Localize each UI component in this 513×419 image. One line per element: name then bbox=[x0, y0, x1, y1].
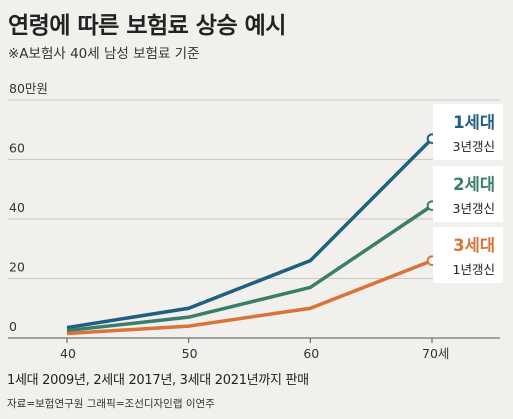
y-tick-label: 60 bbox=[9, 141, 25, 156]
series-line bbox=[66, 259, 433, 336]
x-tick-label: 50 bbox=[182, 346, 198, 361]
y-tick-label: 20 bbox=[9, 260, 25, 275]
series-lines bbox=[66, 133, 438, 336]
x-tick-label: 40 bbox=[60, 346, 76, 361]
series-label-box: 2세대 3년갱신 bbox=[433, 166, 503, 222]
series-line bbox=[66, 137, 434, 330]
series-labels: 1세대 3년갱신 2세대 3년갱신 3세대 1년갱신 bbox=[433, 104, 503, 283]
label-box-background bbox=[433, 166, 503, 222]
label-box-background bbox=[433, 227, 503, 283]
x-tick-label: 60 bbox=[303, 346, 319, 361]
chart-title: 연령에 따른 보험료 상승 예시 bbox=[8, 13, 286, 39]
series-line bbox=[66, 204, 433, 333]
grid-lines bbox=[8, 99, 500, 339]
y-axis-ticks: 0 20 40 60 80만원 bbox=[9, 81, 48, 334]
y-tick-label: 40 bbox=[9, 200, 25, 215]
series-label-box: 1세대 3년갱신 bbox=[433, 104, 503, 160]
label-box-background bbox=[433, 104, 503, 160]
series-renewal-label: 1년갱신 bbox=[453, 262, 495, 277]
series-renewal-label: 3년갱신 bbox=[453, 139, 495, 154]
series-label-box: 3세대 1년갱신 bbox=[433, 227, 503, 283]
chart-subtitle: ※A보험사 40세 남성 보험료 기준 bbox=[8, 46, 200, 62]
y-tick-label: 0 bbox=[9, 319, 17, 334]
y-tick-label: 80만원 bbox=[9, 81, 48, 96]
x-tick-label: 70세 bbox=[422, 346, 449, 361]
series-name-label: 3세대 bbox=[453, 236, 495, 255]
source-credit: 자료=보험연구원 그래픽=조선디자인랩 이연주 bbox=[7, 398, 215, 410]
series-name-label: 2세대 bbox=[453, 175, 495, 194]
x-axis-ticks: 40 50 60 70세 bbox=[60, 338, 449, 361]
series-renewal-label: 3년갱신 bbox=[453, 201, 495, 216]
sales-period-note: 1세대 2009년, 2세대 2017년, 3세대 2021년까지 판매 bbox=[7, 373, 309, 388]
series-name-label: 1세대 bbox=[453, 113, 495, 132]
